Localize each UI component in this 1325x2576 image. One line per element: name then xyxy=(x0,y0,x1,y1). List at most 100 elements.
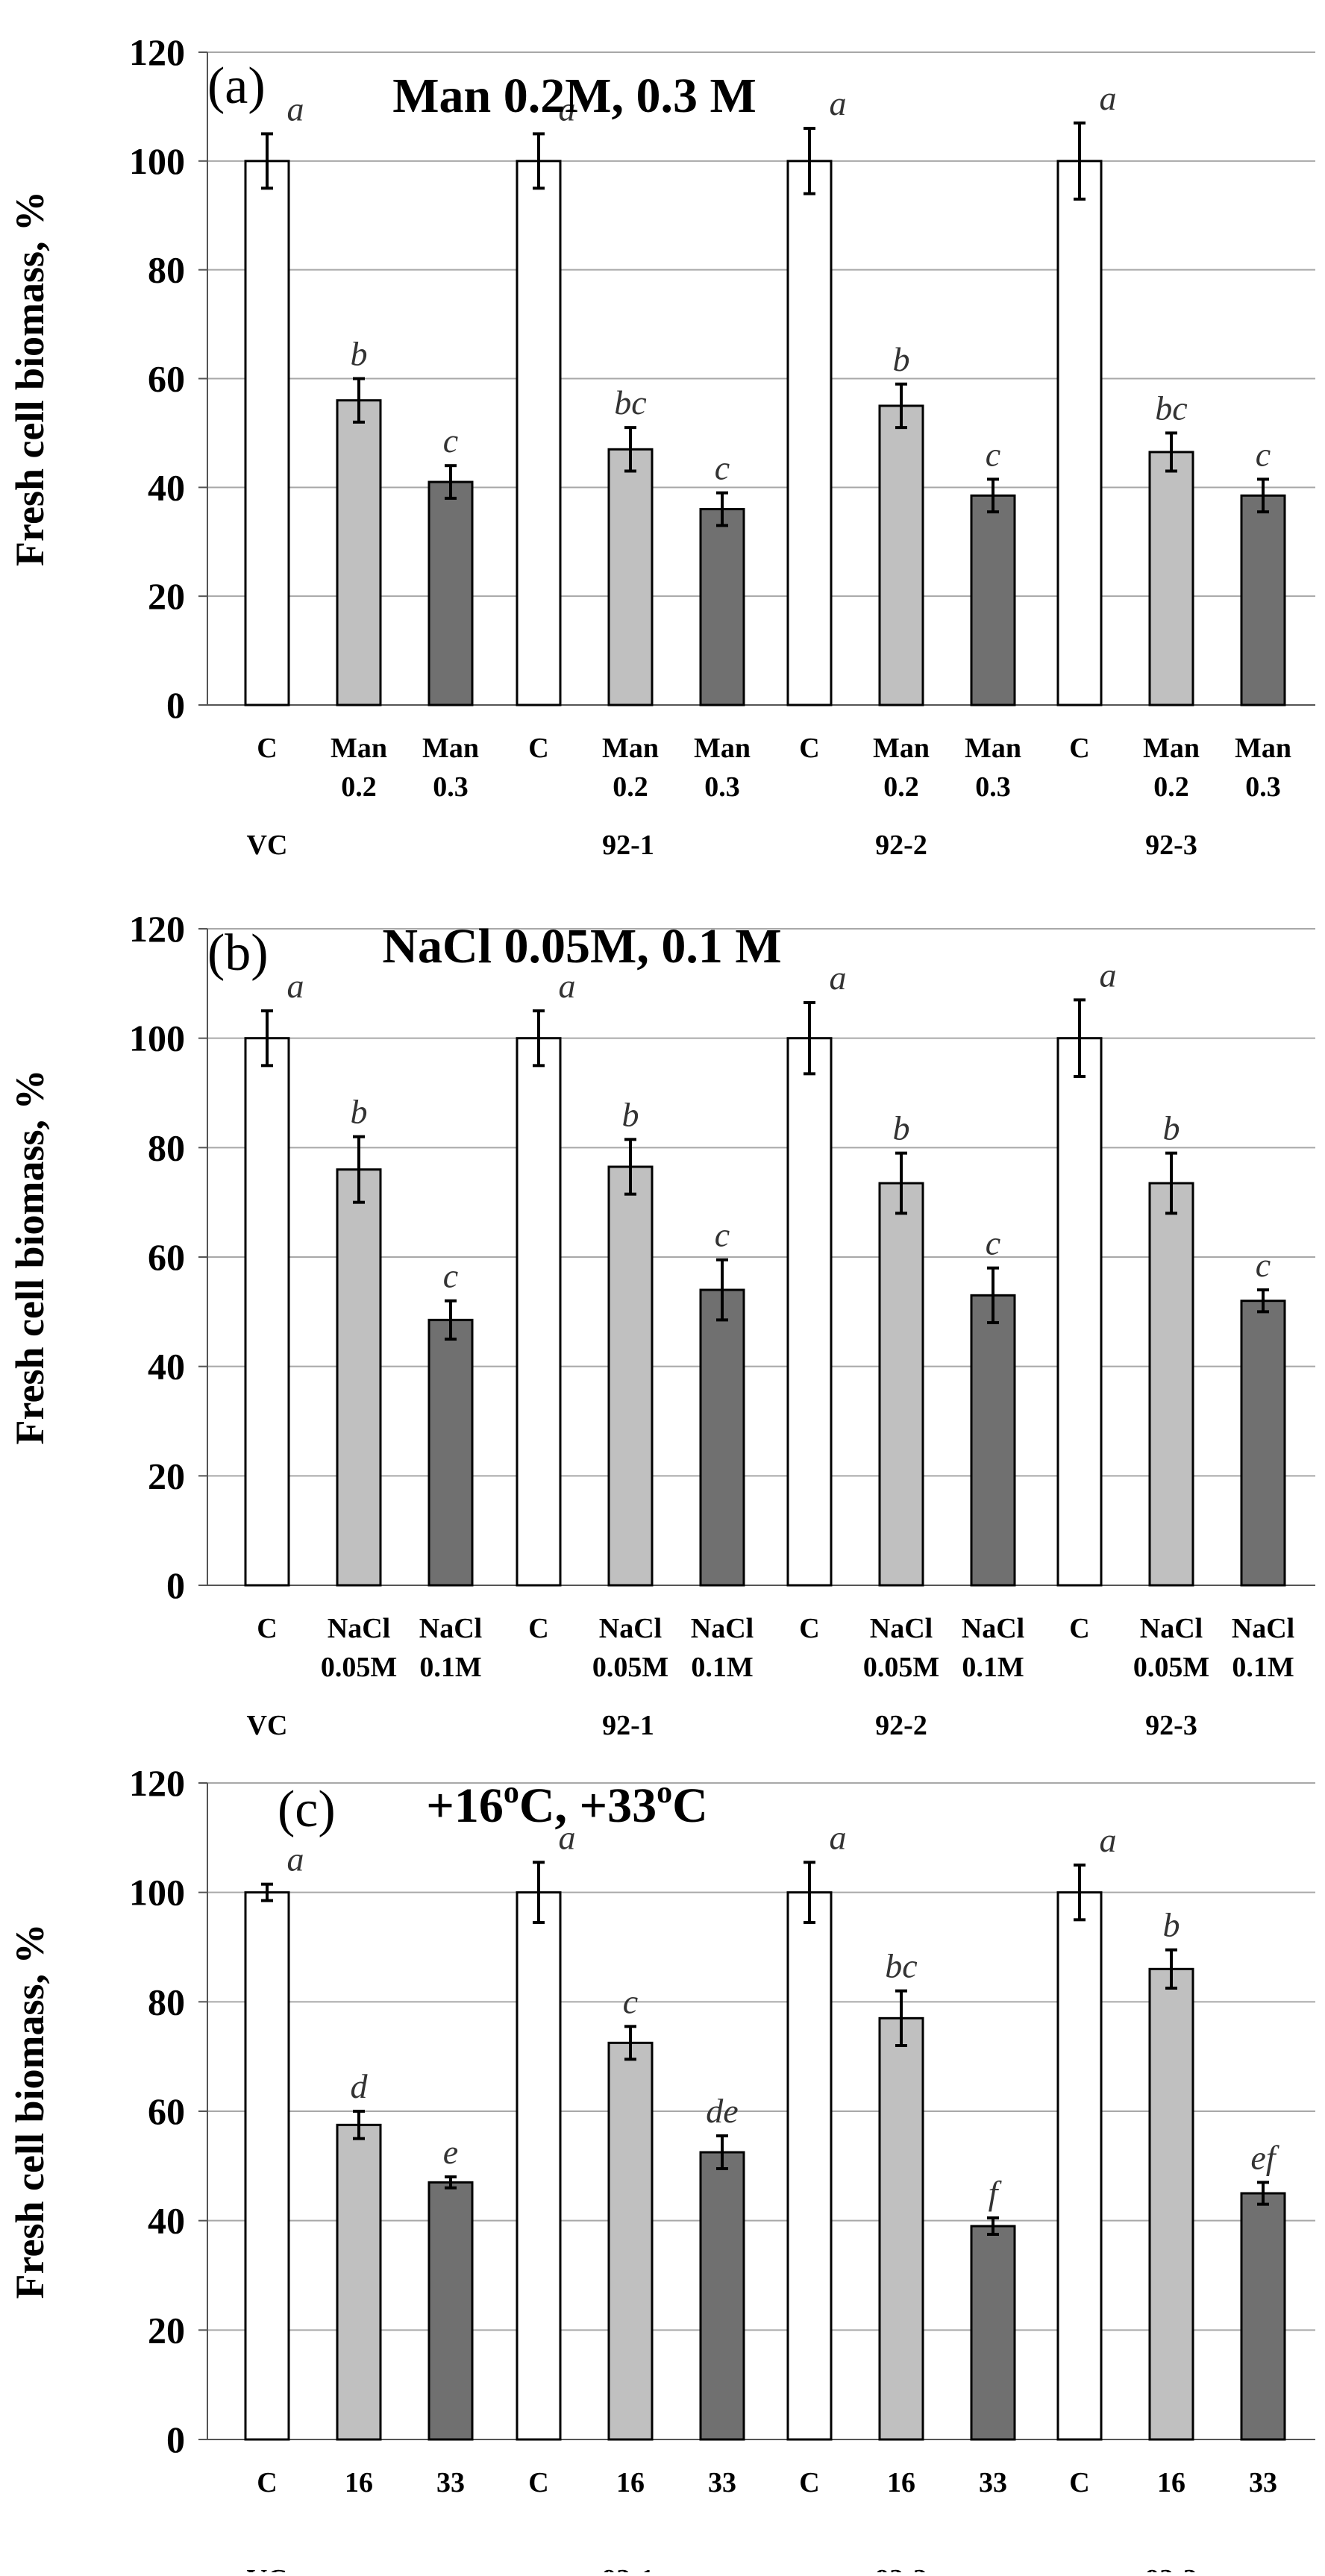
y-axis-label: Fresh cell biomass, % xyxy=(7,1924,52,2299)
category-label: 0.3 xyxy=(1245,771,1281,803)
y-tick-label: 80 xyxy=(148,1126,185,1168)
bar-92-2-1 xyxy=(786,160,833,706)
category-label: NaCl xyxy=(599,1613,662,1644)
category-label: 0.3 xyxy=(704,771,740,803)
bar-VC-2 xyxy=(336,1168,382,1587)
significance-letter: c xyxy=(715,1216,730,1254)
category-label: Man xyxy=(422,733,479,764)
significance-letter: c xyxy=(986,435,1000,473)
category-label: 16 xyxy=(1157,2467,1185,2498)
y-tick-label: 20 xyxy=(148,2309,185,2351)
bar-VC-3 xyxy=(427,480,474,706)
category-label: C xyxy=(528,2467,548,2498)
group-label: 92-2 xyxy=(875,830,927,861)
significance-letter: c xyxy=(443,1257,458,1295)
y-tick-label: 100 xyxy=(129,140,185,182)
title-part: C xyxy=(672,1779,708,1833)
y-tick-label: 100 xyxy=(129,1018,185,1059)
bar-92-1-1 xyxy=(516,1891,562,2441)
category-label: C xyxy=(257,733,277,764)
category-label: NaCl xyxy=(328,1613,390,1644)
category-label: NaCl xyxy=(1232,1613,1294,1644)
bar-92-1-2 xyxy=(607,1165,654,1587)
panel-label: (c) xyxy=(278,1781,336,1838)
y-tick-label: 80 xyxy=(148,249,185,291)
bar-92-2-3 xyxy=(970,2225,1016,2441)
group-label: 92-1 xyxy=(602,2564,654,2572)
significance-letter: a xyxy=(1100,1821,1117,1859)
bar-VC-1 xyxy=(244,1037,290,1587)
category-label: NaCl xyxy=(691,1613,754,1644)
group-label: 92-1 xyxy=(602,1710,654,1741)
category-label: 33 xyxy=(436,2467,465,2498)
bar-92-2-1 xyxy=(786,1037,833,1587)
y-tick-label: 60 xyxy=(148,2090,185,2132)
significance-letter: a xyxy=(1100,79,1117,117)
bar-92-3-3 xyxy=(1240,1300,1286,1587)
group-label: 92-3 xyxy=(1145,2564,1197,2572)
significance-letter: c xyxy=(715,449,730,487)
category-label: C xyxy=(528,1613,548,1644)
significance-letter: b xyxy=(351,1093,368,1131)
bar-VC-2 xyxy=(336,399,382,706)
degree-superscript: o xyxy=(504,1776,519,1810)
significance-letter: bc xyxy=(1155,389,1187,427)
significance-letter: b xyxy=(893,1109,910,1147)
significance-letter: b xyxy=(893,340,910,378)
chart-title: +16oC, +33oC xyxy=(426,1776,708,1833)
y-tick-label: 80 xyxy=(148,1981,185,2022)
y-axis-label: Fresh cell biomass, % xyxy=(7,1070,52,1445)
significance-letter: a xyxy=(1100,956,1117,994)
bar-92-2-1 xyxy=(786,1891,833,2441)
category-label: 0.1M xyxy=(419,1652,481,1683)
significance-letter: a xyxy=(287,90,304,128)
significance-letter: ef xyxy=(1250,2138,1279,2176)
y-tick-label: 120 xyxy=(129,1762,185,1804)
significance-letter: c xyxy=(986,1224,1000,1262)
group-label: VC xyxy=(247,2564,288,2572)
bar-92-3-2 xyxy=(1148,1967,1194,2441)
category-label: 16 xyxy=(616,2467,645,2498)
category-label: 33 xyxy=(979,2467,1007,2498)
significance-letter: a xyxy=(287,1840,304,1878)
category-label: 0.05M xyxy=(321,1652,397,1683)
significance-letter: a xyxy=(830,959,847,997)
category-label: 33 xyxy=(1249,2467,1277,2498)
chart-panel-3: 0 20 40 60 80 100 120 Fresh cell biomass, % a Cd 1… xyxy=(7,1762,1315,2576)
bar-92-1-2 xyxy=(607,448,654,706)
category-label: Man xyxy=(331,733,387,764)
title-part: +16 xyxy=(426,1779,504,1833)
significance-letter: bc xyxy=(614,383,646,422)
bar-92-1-3 xyxy=(699,508,745,706)
bar-92-3-1 xyxy=(1056,160,1103,706)
significance-letter: bc xyxy=(885,1947,917,1985)
category-label: 0.2 xyxy=(1153,771,1189,803)
y-tick-label: 40 xyxy=(148,466,185,508)
y-tick-label: 120 xyxy=(129,31,185,73)
category-label: C xyxy=(1069,733,1089,764)
y-tick-label: 60 xyxy=(148,1236,185,1278)
bar-92-3-3 xyxy=(1240,2192,1286,2441)
chart-title: NaCl 0.05M, 0.1 M xyxy=(382,919,781,974)
significance-letter: b xyxy=(1163,1906,1180,1944)
category-label: NaCl xyxy=(1140,1613,1203,1644)
group-label: 92-3 xyxy=(1145,1710,1197,1741)
significance-letter: a xyxy=(559,90,576,128)
category-label: NaCl xyxy=(962,1613,1024,1644)
bar-92-1-1 xyxy=(516,160,562,706)
bar-92-1-2 xyxy=(607,2041,654,2441)
category-label: 0.05M xyxy=(1133,1652,1209,1683)
significance-letter: de xyxy=(706,2092,738,2130)
chart-panel-1: 0 20 40 60 80 100 120 Fresh cell biomass, % a Cb M… xyxy=(7,31,1315,861)
panel-label: (b) xyxy=(207,924,269,982)
category-label: 16 xyxy=(887,2467,915,2498)
significance-letter: a xyxy=(287,967,304,1005)
category-label: 0.1M xyxy=(962,1652,1024,1683)
y-tick-label: 60 xyxy=(148,358,185,400)
bar-VC-3 xyxy=(427,2181,474,2441)
category-label: 0.2 xyxy=(613,771,648,803)
bar-92-2-2 xyxy=(878,404,924,706)
bar-92-3-2 xyxy=(1148,451,1194,706)
